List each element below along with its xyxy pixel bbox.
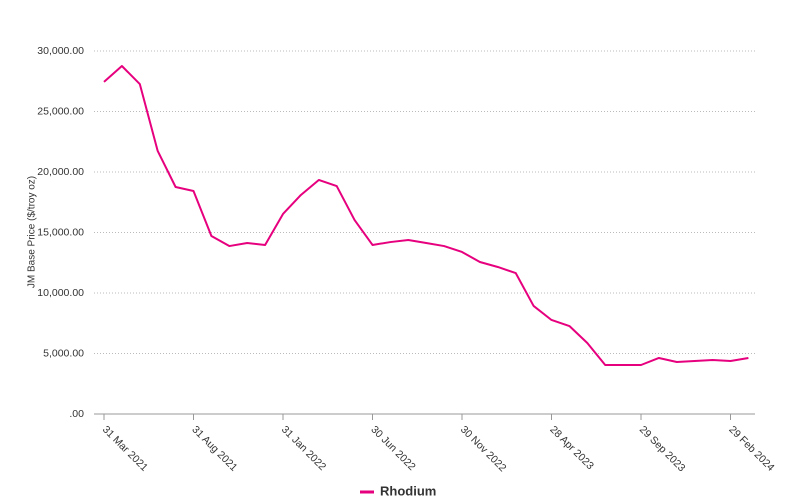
y-tick-label: 30,000.00 <box>37 45 84 57</box>
y-tick-label: 25,000.00 <box>37 105 84 117</box>
y-tick-label: 10,000.00 <box>37 287 84 299</box>
x-tick-label: 31 Aug 2021 <box>189 424 239 474</box>
y-tick-label: 5,000.00 <box>43 347 84 359</box>
y-tick-label: .00 <box>69 408 84 420</box>
y-tick-label: 15,000.00 <box>37 226 84 238</box>
x-tick-label: 30 Jun 2022 <box>368 424 417 473</box>
line <box>103 65 749 366</box>
x-tick-label: 29 Sep 2023 <box>637 424 688 475</box>
x-tick-label: 29 Feb 2024 <box>726 424 776 474</box>
x-tick-label: 28 Apr 2023 <box>547 424 596 473</box>
x-tick-label: 31 Mar 2021 <box>100 424 150 474</box>
legend-label: Rhodium <box>380 483 436 498</box>
y-axis-label: JM Base Price ($/troy oz) <box>27 176 38 288</box>
y-tick-label: 20,000.00 <box>37 166 84 178</box>
x-tick-label: 30 Nov 2022 <box>458 424 509 475</box>
x-tick-label: 31 Jan 2022 <box>279 424 328 473</box>
